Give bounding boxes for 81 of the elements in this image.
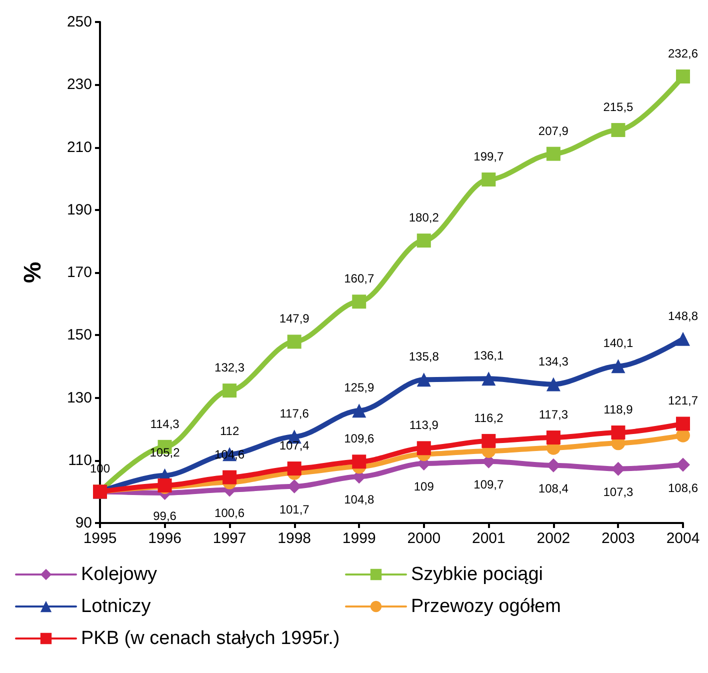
point bbox=[546, 146, 560, 161]
point bbox=[611, 123, 626, 138]
point bbox=[546, 377, 560, 392]
data-label: 109,6 bbox=[344, 432, 374, 446]
x-tick-label: 1998 bbox=[278, 530, 312, 547]
point bbox=[352, 404, 366, 418]
legend-label: Lotniczy bbox=[81, 596, 152, 617]
point bbox=[676, 458, 690, 472]
data-label: 148,8 bbox=[668, 308, 698, 323]
point bbox=[676, 69, 690, 84]
data-label: 135,8 bbox=[408, 350, 440, 364]
y-tick-label: 250 bbox=[66, 14, 92, 30]
legend-label: PKB (w cenach stałych 1995r.) bbox=[81, 628, 340, 649]
data-label: 132,3 bbox=[214, 360, 245, 375]
x-tick-label: 1996 bbox=[148, 530, 182, 547]
y-tick-label: 150 bbox=[66, 326, 92, 344]
data-label: 125,9 bbox=[344, 380, 374, 395]
data-label: 113,9 bbox=[409, 418, 439, 432]
data-label: 121,7 bbox=[668, 394, 698, 408]
x-tick-label: 2003 bbox=[602, 530, 635, 547]
data-label: 108,6 bbox=[668, 480, 698, 495]
point bbox=[482, 372, 496, 386]
data-label: 101,7 bbox=[279, 502, 310, 516]
data-label: 160,7 bbox=[344, 272, 374, 286]
data-label: 118,9 bbox=[604, 402, 634, 417]
data-label: 107,3 bbox=[603, 484, 634, 499]
data-label: 180,2 bbox=[408, 210, 440, 225]
y-tick-label: 90 bbox=[75, 514, 92, 532]
data-label: 117,6 bbox=[280, 406, 310, 421]
data-label: 207,9 bbox=[538, 124, 569, 138]
point bbox=[416, 234, 431, 248]
point bbox=[676, 332, 690, 346]
y-tick-label: 190 bbox=[66, 201, 92, 218]
data-label: 116,2 bbox=[474, 410, 504, 425]
point bbox=[352, 294, 366, 309]
x-tick-label: 2001 bbox=[472, 530, 506, 547]
data-label: 107,4 bbox=[279, 438, 310, 453]
x-tick-label: 1997 bbox=[212, 530, 246, 547]
data-label: 199,7 bbox=[474, 150, 504, 164]
legend-label: Przewozy ogółem bbox=[411, 596, 561, 617]
x-tick-label: 2004 bbox=[666, 530, 700, 547]
point bbox=[222, 470, 237, 484]
point bbox=[482, 434, 496, 448]
x-tick-label: 1995 bbox=[83, 530, 117, 547]
x-tick-label: 2000 bbox=[407, 530, 441, 547]
point bbox=[611, 426, 626, 440]
point bbox=[416, 441, 431, 456]
y-tick-label: 170 bbox=[66, 264, 92, 281]
x-tick-label: 2002 bbox=[536, 530, 570, 547]
point bbox=[611, 359, 626, 374]
data-label: 215,5 bbox=[603, 100, 634, 114]
x-tick-label: 1999 bbox=[342, 530, 376, 547]
data-label: 112 bbox=[220, 424, 240, 438]
point bbox=[222, 384, 237, 398]
point bbox=[352, 454, 366, 469]
data-label: 147,9 bbox=[279, 312, 310, 326]
y-tick-label: 130 bbox=[66, 389, 92, 406]
y-tick-label: 230 bbox=[66, 76, 92, 94]
legend-label: Szybkie pociągi bbox=[411, 564, 544, 585]
y-axis-title: % bbox=[20, 262, 46, 284]
data-label: 140,1 bbox=[603, 336, 634, 350]
data-label: 232,6 bbox=[668, 46, 698, 60]
point bbox=[676, 416, 690, 431]
data-label: 134,3 bbox=[538, 354, 569, 368]
point bbox=[416, 372, 431, 387]
data-label: 100,6 bbox=[214, 506, 245, 520]
data-label: 109 bbox=[414, 480, 434, 494]
data-label: 136,1 bbox=[474, 348, 504, 363]
point bbox=[287, 334, 302, 349]
data-label: 104,8 bbox=[344, 492, 374, 507]
y-tick-label: 210 bbox=[66, 138, 92, 156]
point bbox=[287, 462, 302, 476]
data-label: 114,3 bbox=[150, 416, 180, 431]
data-label: 108,4 bbox=[538, 481, 569, 496]
data-label: 117,3 bbox=[538, 408, 568, 422]
data-label: 109,7 bbox=[474, 477, 504, 492]
legend-label: Kolejowy bbox=[81, 564, 158, 585]
point bbox=[482, 172, 496, 186]
data-label: 99,6 bbox=[153, 508, 177, 523]
y-tick-label: 110 bbox=[68, 452, 92, 469]
point bbox=[546, 430, 560, 445]
